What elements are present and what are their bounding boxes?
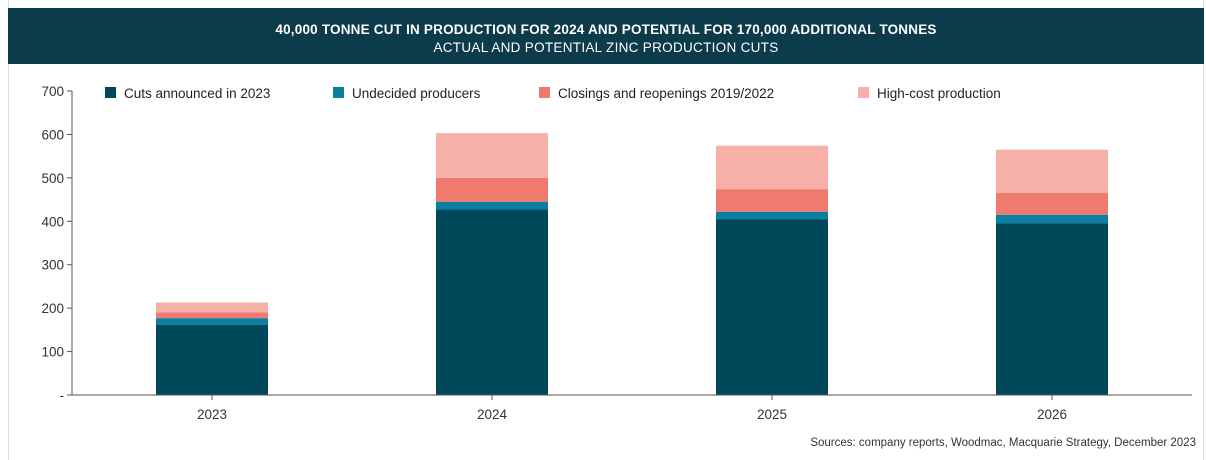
bars-group (156, 133, 1108, 395)
bar-segment-3 (716, 145, 828, 190)
chart-subtitle: ACTUAL AND POTENTIAL ZINC PRODUCTION CUT… (433, 40, 779, 55)
y-tick-label: 400 (41, 214, 64, 229)
y-tick-label: 500 (41, 171, 64, 186)
bar-segment-1 (996, 214, 1108, 224)
bar-segment-2 (716, 189, 828, 212)
chart-header: 40,000 TONNE CUT IN PRODUCTION FOR 2024 … (8, 8, 1204, 64)
bar-segment-0 (716, 219, 828, 395)
y-tick-label: 200 (41, 301, 64, 316)
x-tick-label: 2026 (1037, 407, 1067, 422)
bar-segment-1 (716, 211, 828, 220)
source-note: Sources: company reports, Woodmac, Macqu… (810, 437, 1196, 449)
bar-segment-2 (436, 177, 548, 202)
x-tick-label: 2024 (477, 407, 508, 422)
bar-segment-1 (436, 201, 548, 210)
legend-label: Cuts announced in 2023 (124, 86, 270, 101)
bar-segment-0 (156, 324, 268, 395)
legend-label: Undecided producers (352, 86, 481, 101)
y-tick-label: 600 (41, 127, 64, 142)
bar-segment-0 (436, 209, 548, 395)
bar-segment-0 (996, 223, 1108, 395)
legend-label: High-cost production (877, 86, 1001, 101)
legend-label: Closings and reopenings 2019/2022 (558, 86, 774, 101)
bar-segment-1 (156, 318, 268, 325)
y-tick-label: 700 (41, 84, 64, 99)
x-tick-label: 2023 (197, 407, 227, 422)
bar-segment-3 (156, 302, 268, 313)
chart-title: 40,000 TONNE CUT IN PRODUCTION FOR 2024 … (275, 22, 937, 37)
bar-segment-3 (436, 133, 548, 178)
y-tick-label: 300 (41, 258, 64, 273)
y-axis: - 100 200 300 400 500 600 700 (41, 84, 73, 403)
chart-frame (8, 0, 1204, 460)
legend-swatch (333, 87, 344, 98)
bar-segment-2 (156, 312, 268, 319)
legend-swatch (105, 87, 116, 98)
bar-segment-2 (996, 193, 1108, 215)
legend-swatch (539, 87, 550, 98)
y-tick-label: 100 (41, 345, 64, 360)
x-axis: 2023 2024 2025 2026 (72, 394, 1192, 422)
legend-swatch (858, 87, 869, 98)
bar-segment-3 (996, 149, 1108, 194)
chart-legend: Cuts announced in 2023 Undecided producer… (105, 86, 1001, 101)
y-tick-label: - (60, 388, 65, 403)
x-tick-label: 2025 (757, 407, 787, 422)
